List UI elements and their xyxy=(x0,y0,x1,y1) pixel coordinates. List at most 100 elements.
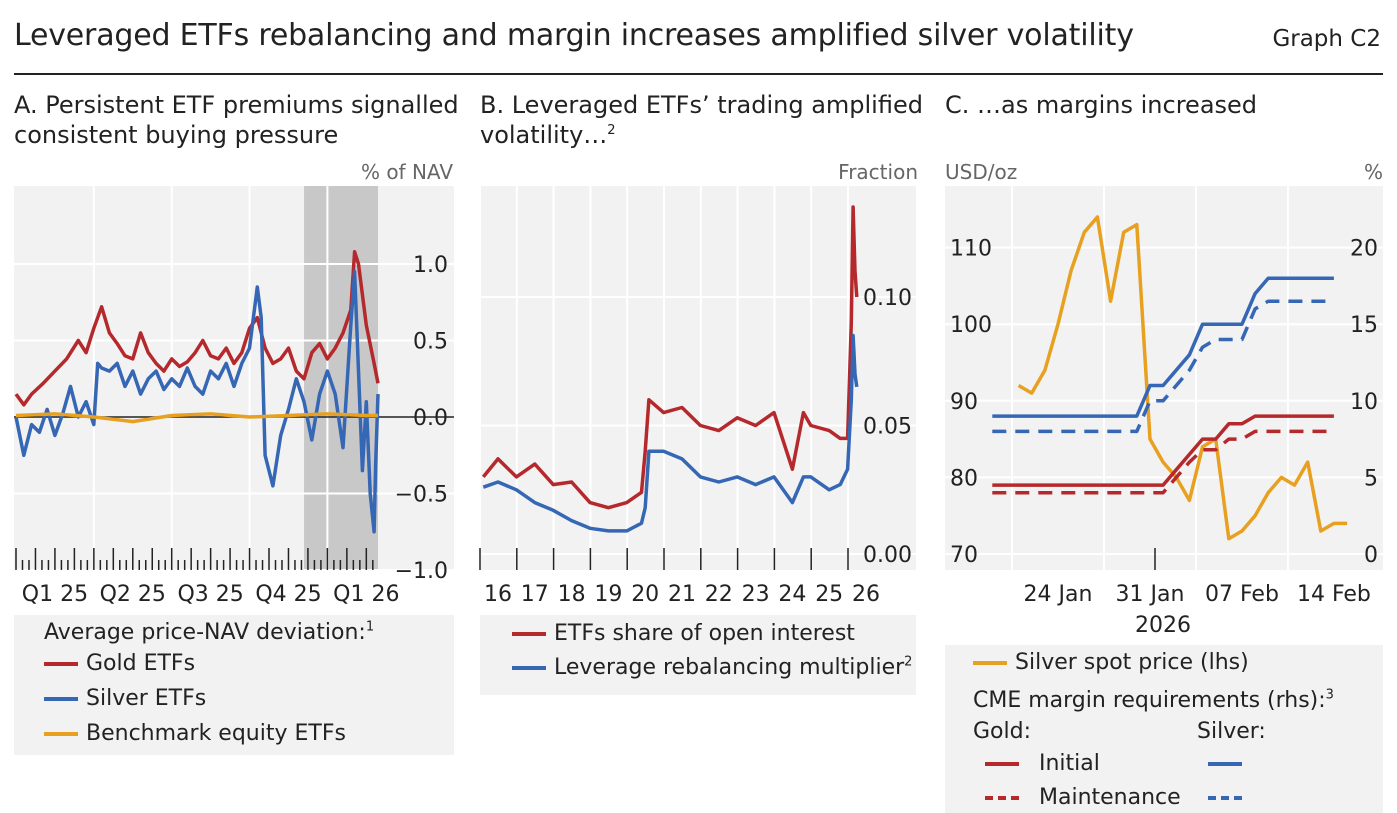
legend-silver-heading: Silver: xyxy=(1197,719,1266,744)
panel-b-title-line2: volatility…2 xyxy=(480,120,923,150)
legend-spot-price: Silver spot price (lhs) xyxy=(973,650,1249,675)
legend-maintenance: Maintenance xyxy=(985,785,1181,810)
panel-a-shaded-period xyxy=(304,186,378,570)
legend-silver-swatch xyxy=(44,697,78,701)
panel-b-xtick-label: 18 xyxy=(558,582,586,607)
panel-a-xtick-label: Q2 25 xyxy=(100,582,166,607)
legend-leverage-note: 2 xyxy=(904,654,913,670)
panel-b-ytick-label: 0.05 xyxy=(863,415,912,440)
panel-c-ytick-right: 20 xyxy=(1350,237,1378,262)
panel-b-xtick-label: 25 xyxy=(815,582,843,607)
panel-b-xtick-label: 26 xyxy=(852,582,880,607)
legend-gold-swatch xyxy=(44,662,78,666)
legend-silver-label: Silver ETFs xyxy=(86,686,207,711)
panel-c-xtick-label: 07 Feb xyxy=(1205,582,1279,607)
panel-b-series-line-0 xyxy=(481,205,859,510)
legend-spot-swatch xyxy=(973,661,1007,665)
panel-b-xtick-label: 19 xyxy=(594,582,622,607)
panel-a-unit: % of NAV xyxy=(360,160,453,184)
panel-c-ytick-right: 10 xyxy=(1350,390,1378,415)
legend-initial: Initial xyxy=(985,751,1100,776)
legend-gold-maint-swatch xyxy=(985,796,1019,800)
panel-c-ytick-right: 5 xyxy=(1364,466,1378,491)
panel-c-unit-right: % xyxy=(1363,160,1383,184)
panel-a-ytick-label: 0.5 xyxy=(413,330,448,355)
panel-c-ytick-left: 80 xyxy=(950,466,978,491)
panel-a-ytick-label: 0.0 xyxy=(413,406,448,431)
panel-b-xtick-label: 24 xyxy=(778,582,806,607)
legend-share-open-interest: ETFs share of open interest xyxy=(512,621,855,646)
panel-b-xtick-label: 20 xyxy=(631,582,659,607)
panel-b-title: B. Leveraged ETFs’ trading amplified vol… xyxy=(480,90,923,150)
legend-silver-initial-swatch xyxy=(1208,762,1242,766)
graph-id: Graph C2 xyxy=(1272,26,1381,52)
legend-silver-maint-swatch xyxy=(1208,796,1242,800)
legend-spot-label: Silver spot price (lhs) xyxy=(1015,650,1249,675)
panel-a-xtick-label: Q1 26 xyxy=(333,582,399,607)
panel-c-ytick-left: 110 xyxy=(950,237,992,262)
legend-benchmark-etfs: Benchmark equity ETFs xyxy=(44,721,346,746)
legend-benchmark-label: Benchmark equity ETFs xyxy=(86,721,346,746)
panel-a-series-line-1 xyxy=(14,269,380,534)
panel-a-series-line-0 xyxy=(14,250,380,407)
panel-c-plot-bg xyxy=(945,186,1383,570)
panel-c-ytick-right: 0 xyxy=(1364,543,1378,568)
legend-silver-maint xyxy=(1208,785,1242,810)
legend-leverage-multiplier: Leverage rebalancing multiplier2 xyxy=(512,655,912,680)
panel-c-ytick-left: 100 xyxy=(950,313,992,338)
legend-silver-initial xyxy=(1208,751,1242,776)
panel-b-xtick-label: 17 xyxy=(521,582,549,607)
legend-leverage-label: Leverage rebalancing multiplier xyxy=(554,655,905,680)
panel-b-series-line-1 xyxy=(482,333,859,533)
panel-c-legend-heading: CME margin requirements (rhs):3 xyxy=(973,688,1334,713)
panel-c-legend-box xyxy=(945,645,1383,813)
panel-c-unit-left: USD/oz xyxy=(945,160,1018,184)
panel-c-ytick-right: 15 xyxy=(1350,313,1378,338)
panel-b-title-line2-text: volatility… xyxy=(480,121,608,149)
legend-gold-heading: Gold: xyxy=(973,719,1031,744)
panel-a-title-line1: A. Persistent ETF premiums signalled xyxy=(14,91,459,119)
panel-a-plot-bg xyxy=(14,186,454,570)
title-rule xyxy=(14,73,1383,75)
legend-benchmark-swatch xyxy=(44,732,78,736)
panel-c-ytick-left: 70 xyxy=(950,543,978,568)
panel-c-title: C. …as margins increased xyxy=(945,91,1258,119)
legend-gold-initial-swatch xyxy=(985,762,1019,766)
panel-c-xtick-label: 31 Jan xyxy=(1116,582,1185,607)
panel-c-legend-note: 3 xyxy=(1325,687,1334,703)
legend-leverage-swatch xyxy=(512,666,546,670)
panel-c-series-line-3 xyxy=(992,276,1334,418)
panel-b-xtick-label: 22 xyxy=(705,582,733,607)
panel-a-ytick-label: −1.0 xyxy=(395,559,448,584)
panel-b-unit: Fraction xyxy=(838,160,918,184)
panel-c-xlabel: 2026 xyxy=(1135,613,1191,638)
panel-a-title-line2: consistent buying pressure xyxy=(14,121,339,149)
panel-a-xtick-label: Q3 25 xyxy=(177,582,243,607)
panel-a-xtick-label: Q1 25 xyxy=(22,582,88,607)
panel-a-ytick-label: 1.0 xyxy=(413,253,448,278)
panel-c-xtick-label: 24 Jan xyxy=(1024,582,1093,607)
panel-b-xtick-label: 16 xyxy=(484,582,512,607)
panel-a-legend-heading-text: Average price-NAV deviation: xyxy=(44,620,366,645)
panel-c-legend-heading-text: CME margin requirements (rhs): xyxy=(973,688,1326,713)
panel-b-title-note: 2 xyxy=(607,123,616,138)
panel-b-xtick-label: 21 xyxy=(668,582,696,607)
panel-b-xtick-label: 23 xyxy=(742,582,770,607)
legend-share-swatch xyxy=(512,632,546,636)
page-title: Leveraged ETFs rebalancing and margin in… xyxy=(14,18,1134,53)
panel-a-series-line-2 xyxy=(15,412,378,424)
panel-b-legend-box xyxy=(480,615,916,695)
panel-c-series-line-1 xyxy=(992,414,1334,487)
legend-gold-etfs: Gold ETFs xyxy=(44,651,195,676)
panel-c-series-line-2 xyxy=(992,429,1334,495)
panel-a-legend-box xyxy=(14,615,454,755)
panel-c-series-line-4 xyxy=(992,299,1334,434)
panel-c-series-line-0 xyxy=(1017,215,1348,541)
legend-share-label: ETFs share of open interest xyxy=(554,621,855,646)
panel-a-legend-note: 1 xyxy=(365,619,375,635)
legend-gold-label: Gold ETFs xyxy=(86,651,196,676)
legend-initial-label: Initial xyxy=(1039,751,1100,776)
panel-b-ytick-label: 0.00 xyxy=(863,543,912,568)
panel-c-xtick-label: 14 Feb xyxy=(1297,582,1371,607)
panel-b-title-line1: B. Leveraged ETFs’ trading amplified xyxy=(480,91,923,119)
